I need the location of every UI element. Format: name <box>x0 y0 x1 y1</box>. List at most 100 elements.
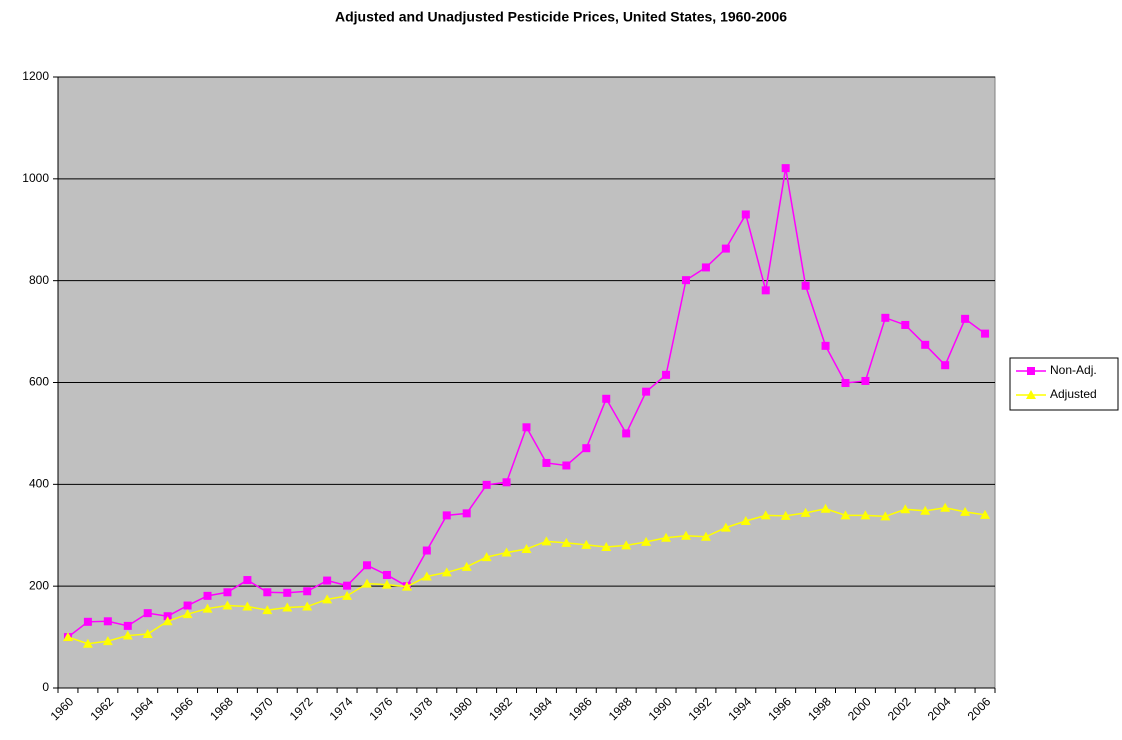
legend-marker <box>1027 367 1035 375</box>
data-point <box>462 509 471 518</box>
data-point <box>82 638 93 648</box>
data-point <box>422 546 431 555</box>
data-point <box>960 506 971 516</box>
data-point <box>362 578 373 588</box>
x-tick-label: 1984 <box>526 694 555 723</box>
data-point <box>143 609 152 618</box>
data-point <box>641 536 652 546</box>
data-point <box>202 603 213 613</box>
legend-box <box>1009 357 1119 411</box>
data-point <box>122 630 133 640</box>
data-point <box>740 515 751 525</box>
chart-title: Adjusted and Unadjusted Pesticide Prices… <box>335 9 787 25</box>
legend-label: Non-Adj. <box>1050 363 1097 377</box>
data-point <box>323 576 332 585</box>
data-point <box>441 567 452 577</box>
x-tick-label: 1986 <box>566 694 595 723</box>
data-point <box>522 423 531 432</box>
data-point <box>163 612 172 621</box>
y-tick-label: 200 <box>29 578 49 592</box>
data-point <box>821 341 830 350</box>
data-point <box>820 503 831 513</box>
data-point <box>562 461 571 470</box>
data-point <box>542 458 551 467</box>
data-point <box>162 616 173 626</box>
data-point <box>880 511 891 521</box>
data-point <box>581 539 592 549</box>
data-point <box>921 340 930 349</box>
data-point <box>381 579 392 589</box>
data-point <box>721 244 730 253</box>
data-point <box>283 588 292 597</box>
data-point <box>801 281 810 290</box>
data-point <box>761 286 770 295</box>
x-tick-label: 1976 <box>367 694 396 723</box>
y-tick-label: 600 <box>29 375 49 389</box>
x-tick-label: 1978 <box>406 694 435 723</box>
x-tick-label: 1996 <box>765 694 794 723</box>
data-point <box>481 552 492 562</box>
data-point <box>502 478 511 487</box>
x-tick-label: 2002 <box>885 694 914 723</box>
data-point <box>182 609 193 619</box>
x-tick-label: 1966 <box>167 694 196 723</box>
y-tick-label: 800 <box>29 273 49 287</box>
x-tick-label: 2004 <box>925 694 954 723</box>
x-tick-label: 1992 <box>686 694 715 723</box>
data-point <box>621 540 632 550</box>
data-point <box>602 394 611 403</box>
y-tick-label: 400 <box>29 477 49 491</box>
x-tick-label: 1964 <box>127 694 156 723</box>
data-point <box>920 505 931 515</box>
data-point <box>941 361 950 370</box>
x-tick-label: 1994 <box>725 694 754 723</box>
legend-marker <box>1026 390 1036 399</box>
data-point <box>262 605 273 615</box>
data-point <box>83 617 92 626</box>
data-point <box>482 480 491 489</box>
data-point <box>243 576 252 585</box>
data-point <box>680 530 691 540</box>
data-point <box>142 629 153 639</box>
data-point <box>781 164 790 173</box>
data-point <box>242 601 253 611</box>
data-point <box>183 601 192 610</box>
data-point <box>282 602 293 612</box>
x-tick-label: 1988 <box>606 694 635 723</box>
data-point <box>223 588 232 597</box>
data-point <box>940 502 951 512</box>
data-point <box>302 601 313 611</box>
data-point <box>582 444 591 453</box>
data-point <box>661 532 672 542</box>
x-tick-label: 1974 <box>327 694 356 723</box>
x-tick-label: 2000 <box>845 694 874 723</box>
x-tick-label: 1970 <box>247 694 276 723</box>
data-point <box>780 510 791 520</box>
data-point <box>881 313 890 322</box>
data-point <box>981 329 990 338</box>
data-point <box>263 588 272 597</box>
data-point <box>900 504 911 514</box>
data-point <box>642 387 651 396</box>
data-point <box>601 541 612 551</box>
y-tick-label: 1200 <box>22 69 49 83</box>
data-point <box>741 210 750 219</box>
data-point <box>322 594 333 604</box>
data-point <box>861 376 870 385</box>
x-tick-label: 1960 <box>48 694 77 723</box>
data-point <box>841 379 850 388</box>
data-point <box>840 510 851 520</box>
data-point <box>203 591 212 600</box>
data-point <box>980 509 991 519</box>
data-point <box>442 511 451 520</box>
data-point <box>123 621 132 630</box>
x-tick-label: 1972 <box>287 694 316 723</box>
data-point <box>382 570 391 579</box>
data-point <box>62 632 73 642</box>
data-point <box>901 320 910 329</box>
data-point <box>681 276 690 285</box>
data-point <box>720 522 731 532</box>
data-point <box>342 590 353 600</box>
data-point <box>103 617 112 626</box>
